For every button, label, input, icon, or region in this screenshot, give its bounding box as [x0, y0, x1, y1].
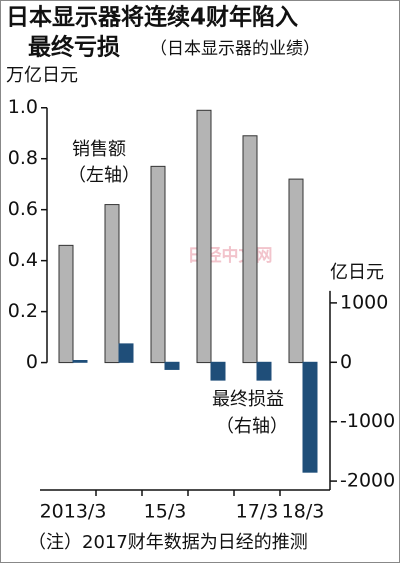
bar [288, 178, 304, 364]
series-label: 最终损益 [212, 389, 284, 410]
y-tick-label: 0.6 [8, 198, 38, 220]
y2-tick-label: 1000 [340, 291, 388, 313]
y-tick-label: 0.2 [8, 300, 38, 322]
x-tick-label: 15/3 [144, 501, 187, 523]
bar [104, 204, 120, 364]
bar [150, 165, 166, 364]
chart-subtitle: （日本显示器的业绩） [150, 39, 320, 59]
bar [164, 361, 180, 370]
series-label: 销售额 [72, 139, 126, 160]
y-tick-label: 0.8 [8, 147, 38, 169]
y2-axis-label: 亿日元 [330, 262, 384, 283]
bar [118, 343, 134, 363]
x-tick-label: 17/3 [236, 501, 279, 523]
y-tick-label: 1.0 [8, 96, 38, 118]
bar [242, 135, 258, 364]
y2-tick-label: -2000 [340, 470, 395, 492]
annotation: （右轴） [216, 416, 288, 437]
chart-title: 日本显示器将连续4财年陷入 [6, 4, 298, 31]
bar [58, 244, 74, 364]
y-tick-label: 0.4 [8, 249, 38, 271]
x-tick-label: 2013/3 [40, 501, 107, 523]
bar [210, 361, 226, 381]
y-tick-label: 0 [26, 351, 38, 373]
annotation: （左轴） [68, 165, 140, 186]
y2-tick-label: -1000 [340, 410, 395, 432]
y-axis-label: 万亿日元 [6, 65, 78, 86]
y2-tick-label: 0 [340, 351, 352, 373]
bar [196, 109, 212, 364]
footnote: （注）2017财年数据为日经的推测 [28, 532, 308, 553]
bar [302, 361, 318, 473]
chart-title: 最终亏损 [28, 34, 120, 61]
x-tick-label: 18/3 [282, 501, 325, 523]
bar [72, 360, 88, 363]
bar [256, 361, 272, 381]
